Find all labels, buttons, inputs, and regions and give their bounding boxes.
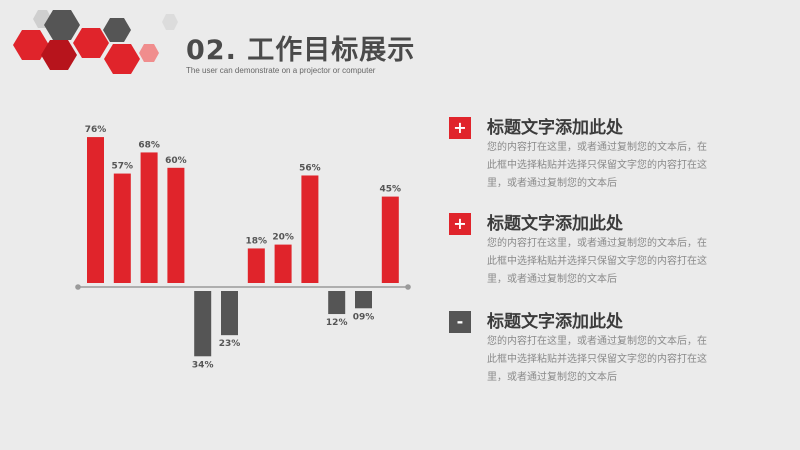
axis-start-dot	[75, 284, 81, 290]
plus-icon: +	[449, 117, 471, 139]
bar	[381, 196, 399, 283]
feature-heading: 标题文字添加此处	[487, 312, 623, 332]
data-label: 23%	[219, 339, 241, 349]
feature-text: 您的内容打在这里，或者通过复制您的文本后，在此框中选择粘贴并选择只保留文字您的内…	[487, 238, 707, 285]
bar	[140, 152, 158, 283]
bar	[167, 167, 185, 283]
hex-red-1	[13, 30, 49, 60]
hex-pink	[139, 44, 159, 62]
data-label: 56%	[299, 163, 321, 173]
data-label: 09%	[353, 312, 375, 322]
data-label: 60%	[165, 156, 187, 166]
feature-text: 您的内容打在这里，或者通过复制您的文本后，在此框中选择粘贴并选择只保留文字您的内…	[487, 336, 707, 383]
bar	[113, 173, 131, 283]
data-label: 76%	[85, 125, 107, 135]
page-title: 02. 工作目标展示	[186, 35, 416, 66]
hexagon-logo	[13, 10, 178, 74]
axis-end-dot	[405, 284, 411, 290]
feature-heading: 标题文字添加此处	[487, 214, 623, 234]
bar	[328, 291, 346, 315]
data-label: 34%	[192, 360, 214, 370]
hex-gray-small	[162, 14, 178, 30]
bar	[194, 291, 212, 357]
data-label: 57%	[112, 162, 134, 172]
hex-dark-1	[44, 10, 80, 40]
hex-red-4	[104, 44, 140, 74]
bar	[221, 291, 238, 336]
bar	[301, 175, 319, 283]
data-label: 12%	[326, 318, 348, 328]
data-label: 18%	[246, 236, 268, 246]
data-label: 45%	[380, 185, 402, 195]
hex-gray-2	[103, 18, 131, 42]
feature-text: 您的内容打在这里，或者通过复制您的文本后，在此框中选择粘贴并选择只保留文字您的内…	[487, 142, 707, 189]
bar-chart: 76% 57% 68% 60% 34% 23% 18% 20% 56% 12% 09% 45%	[75, 125, 411, 370]
bar	[274, 244, 292, 283]
bar	[247, 248, 265, 283]
data-label: 68%	[138, 140, 160, 150]
feature-heading: 标题文字添加此处	[487, 118, 623, 138]
hex-red-3	[73, 28, 109, 58]
bar	[355, 291, 372, 309]
data-label: 20%	[272, 233, 294, 243]
minus-icon: -	[449, 311, 471, 333]
bar	[87, 137, 104, 283]
hex-red-2	[41, 40, 77, 70]
page-subtitle: The user can demonstrate on a projector …	[186, 66, 376, 75]
plus-icon: +	[449, 213, 471, 235]
